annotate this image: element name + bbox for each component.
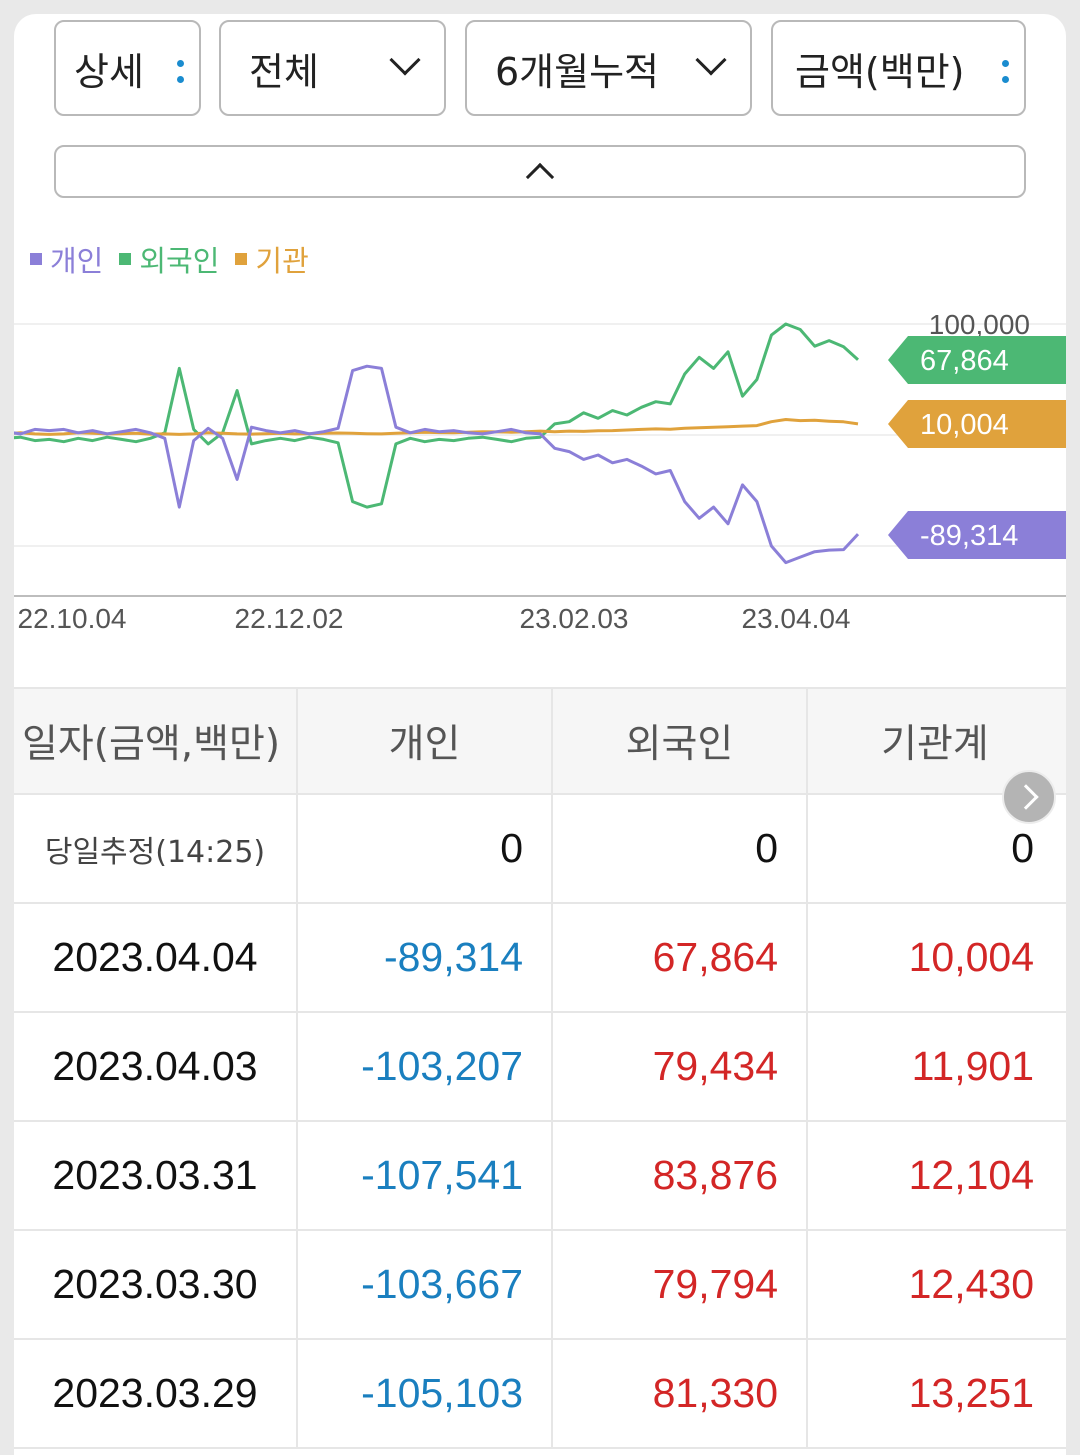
estimate-foreign: 0 [553, 795, 808, 902]
series-line [14, 418, 859, 436]
chevron-up-icon [525, 162, 555, 192]
x-tick-label: 23.04.04 [742, 603, 851, 629]
row-foreign: 79,434 [553, 1013, 808, 1120]
row-institution: 12,430 [908, 1261, 1034, 1307]
row-date: 2023.04.04 [14, 904, 298, 1011]
scope-select-label: 전체 [249, 49, 319, 94]
row-institution: 13,251 [908, 1370, 1034, 1416]
row-date: 2023.03.31 [14, 1122, 298, 1229]
unit-select[interactable]: 금액(백만) [771, 20, 1026, 116]
value-tag-label-foreign: 67,864 [920, 345, 1009, 377]
legend-institution: 기관 [235, 238, 309, 280]
legend-individual-label: 개인 [50, 244, 104, 278]
estimate-label: 당일추정(14:25) [14, 795, 298, 902]
legend-swatch-institution [235, 253, 248, 265]
x-tick-label: 22.10.04 [18, 603, 127, 629]
row-date: 2023.04.03 [14, 1013, 298, 1120]
value-tag-institution [888, 400, 1066, 448]
header-date: 일자(금액,백만) [14, 689, 298, 793]
value-tag-foreign [888, 336, 1066, 384]
header-institution: 기관계 [881, 722, 989, 767]
table-row: 2023.03.31 -107,541 83,876 12,104 [14, 1122, 1066, 1231]
row-individual: -103,667 [298, 1231, 553, 1338]
chart-legend: 개인 외국인 기관 [30, 238, 309, 280]
legend-foreign: 외국인 [119, 238, 219, 280]
header-foreign: 외국인 [553, 689, 808, 793]
value-tag-individual [888, 511, 1066, 559]
estimate-row: 당일추정(14:25) 0 0 0 [14, 795, 1066, 904]
value-tag-label-individual: -89,314 [920, 520, 1018, 552]
investor-line-chart[interactable]: 100,000 22.10.04 22.12.02 23.02.03 23.04.04 6… [14, 284, 1066, 629]
detail-select[interactable]: 상세 [54, 20, 201, 116]
table-header-row: 일자(금액,백만) 개인 외국인 기관계 [14, 687, 1066, 795]
row-foreign: 83,876 [553, 1122, 808, 1229]
scope-select[interactable]: 전체 [219, 20, 446, 116]
x-tick-label: 22.12.02 [235, 603, 344, 629]
period-select[interactable]: 6개월누적 [465, 20, 752, 116]
row-individual: -103,207 [298, 1013, 553, 1120]
table-row: 2023.03.29 -105,103 81,330 13,251 [14, 1340, 1066, 1449]
legend-foreign-label: 외국인 [139, 244, 220, 278]
legend-swatch-individual [30, 253, 42, 265]
series-line [14, 322, 860, 509]
more-options-icon [177, 60, 185, 86]
unit-select-label: 금액(백만) [795, 49, 965, 94]
table-row: 2023.03.30 -103,667 79,794 12,430 [14, 1231, 1066, 1340]
y-tick-label: 100,000 [929, 309, 1030, 340]
table-row: 2023.04.03 -103,207 79,434 11,901 [14, 1013, 1066, 1122]
value-tag-label-institution: 10,004 [920, 409, 1009, 441]
row-individual: -89,314 [298, 904, 553, 1011]
x-tick-label: 23.02.03 [520, 603, 629, 629]
table-row: 2023.04.04 -89,314 67,864 10,004 [14, 904, 1066, 1013]
estimate-individual: 0 [298, 795, 553, 902]
row-institution: 11,901 [911, 1043, 1034, 1089]
series-line [14, 364, 860, 565]
header-individual: 개인 [298, 689, 553, 793]
investor-trend-card: 상세 전체 6개월누적 금액(백만) 개인 외국인 기관 100,000 22.1… [14, 14, 1066, 1455]
row-institution: 10,004 [908, 934, 1034, 980]
scroll-right-button[interactable] [1002, 770, 1056, 824]
row-foreign: 79,794 [553, 1231, 808, 1338]
row-foreign: 67,864 [553, 904, 808, 1011]
period-select-label: 6개월누적 [495, 49, 660, 94]
legend-individual: 개인 [30, 238, 103, 280]
estimate-institution: 0 [1011, 825, 1034, 871]
row-institution: 12,104 [908, 1152, 1034, 1198]
chevron-right-icon [1013, 784, 1039, 810]
collapse-filters-button[interactable] [54, 145, 1026, 198]
legend-swatch-foreign [119, 253, 132, 265]
detail-select-label: 상세 [74, 49, 144, 94]
row-foreign: 81,330 [553, 1340, 808, 1447]
row-individual: -107,541 [298, 1122, 553, 1229]
more-options-icon [1002, 60, 1010, 86]
row-individual: -105,103 [298, 1340, 553, 1447]
investor-table: 일자(금액,백만) 개인 외국인 기관계 당일추정(14:25) 0 0 0 2… [14, 687, 1066, 1449]
row-date: 2023.03.29 [14, 1340, 298, 1447]
legend-institution-label: 기관 [255, 244, 309, 278]
row-date: 2023.03.30 [14, 1231, 298, 1338]
